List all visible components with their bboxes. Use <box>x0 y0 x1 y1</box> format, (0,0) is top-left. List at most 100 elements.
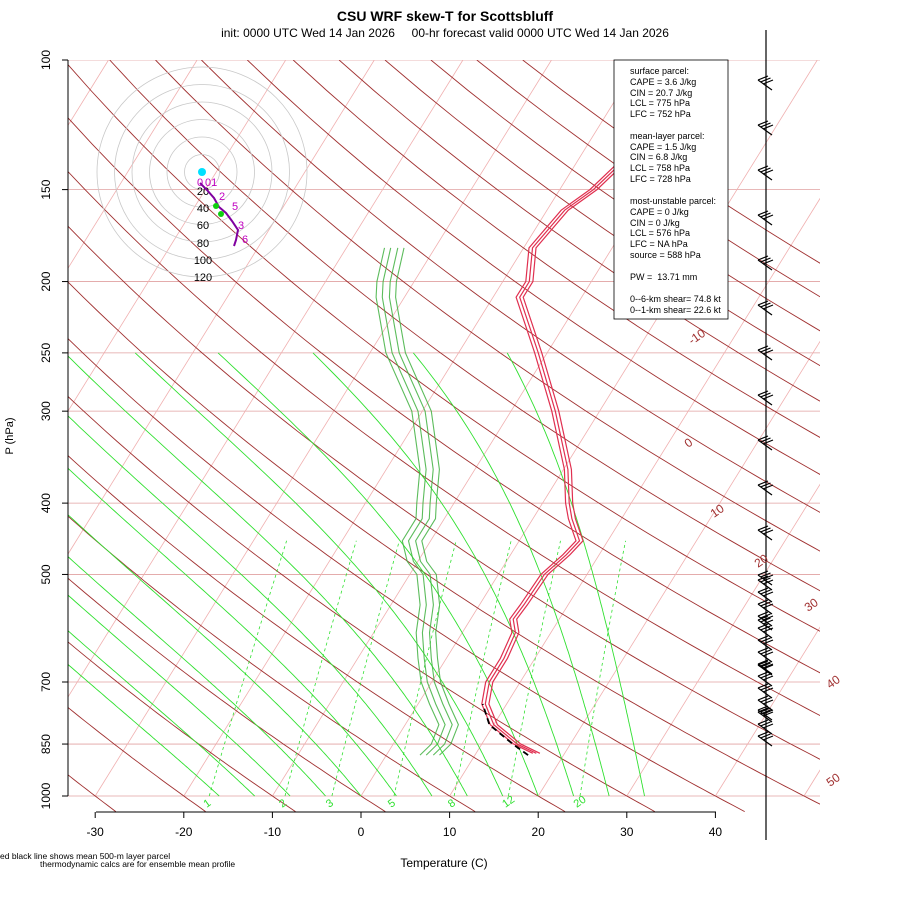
hodograph-point-label-6: 6 <box>242 234 248 246</box>
surface-lcl: LCL = 775 hPa <box>630 98 690 108</box>
most-unstable-source: source = 588 hPa <box>630 250 701 260</box>
moist-adiabat-line <box>412 352 610 797</box>
wind-barb <box>757 635 774 651</box>
hodograph-marker <box>218 211 224 217</box>
dry-adiabat-line <box>338 60 820 402</box>
dry-adiabat-line <box>68 225 820 760</box>
surface-cape: CAPE = 3.6 J/kg <box>630 77 696 87</box>
dry-adiabat-line <box>292 60 820 438</box>
dry-adiabat-line <box>68 641 296 812</box>
mean-parcel-dashed-line <box>481 703 529 756</box>
temperature-profile-line <box>481 107 663 754</box>
dry-adiabat-line <box>68 117 820 674</box>
dry-adiabat-line <box>68 337 745 812</box>
mean-layer-lcl: LCL = 758 hPa <box>630 163 690 173</box>
dry-adiabat-line <box>384 60 820 367</box>
hodograph-ring-label-40: 40 <box>197 203 209 215</box>
mixing-ratio-line <box>579 540 626 797</box>
wind-barb <box>757 300 774 316</box>
wind-barb <box>757 695 774 711</box>
surface-lfc: LFC = 752 hPa <box>630 109 691 119</box>
mixing-ratio-label: 20 <box>572 794 589 811</box>
isobars <box>68 60 820 797</box>
pressure-tick-label: 1000 <box>39 782 53 809</box>
pressure-tick-label: 850 <box>39 734 53 754</box>
dry-adiabats <box>68 60 820 812</box>
dry-adiabat-line <box>68 774 117 812</box>
x-axis-label: Temperature (C) <box>400 856 487 870</box>
hodograph-ring <box>166 136 238 208</box>
footnote-mean-parcel: ed black line shows mean 500-m layer par… <box>0 851 170 861</box>
hodograph-marker <box>213 203 219 209</box>
most-unstable-lcl: LCL = 576 hPa <box>630 228 690 238</box>
dry-adiabat-line <box>68 64 820 632</box>
dewpoint-profile-line <box>395 247 459 756</box>
mixing-ratio-lines: 1 2 3 5 8 12 20 <box>201 540 626 811</box>
hodograph-ring <box>131 101 273 243</box>
dry-adiabat-line <box>68 515 476 812</box>
wind-barb <box>757 390 774 406</box>
hodograph-ring <box>184 154 220 190</box>
temperature-tick-label: -10 <box>264 825 282 839</box>
hodograph-point-label-3: 3 <box>238 220 244 232</box>
wind-barb <box>757 671 774 687</box>
wind-barb <box>757 623 774 639</box>
mixing-ratio-line <box>208 540 287 797</box>
wind-barb <box>757 525 774 541</box>
isotherm-line <box>715 626 820 797</box>
mixing-ratio-line <box>284 540 357 797</box>
moist-adiabat-line <box>217 352 539 797</box>
footnote-thermo-calcs: thermodynamic calcs are for ensemble mea… <box>40 859 235 869</box>
dewpoint-profile-line <box>388 247 453 756</box>
hodograph-ring-label-60: 60 <box>197 220 209 232</box>
dewpoint-profile-line <box>381 247 446 756</box>
surface-parcel-heading: surface parcel: <box>630 66 689 76</box>
temperature-tick-label: -30 <box>87 825 105 839</box>
mixing-ratio-label: 3 <box>324 797 336 810</box>
temperature-profiles <box>481 107 670 754</box>
wind-barb <box>757 575 774 591</box>
hodograph-ring <box>96 66 308 278</box>
mixing-ratio-line <box>508 540 561 797</box>
hodograph-trace <box>199 182 240 247</box>
dry-adiabat-line <box>68 577 386 812</box>
mixing-ratio-label: 1 <box>201 797 213 810</box>
wind-barb <box>757 611 774 627</box>
mixing-ratio-line <box>331 540 400 797</box>
moist-adiabat-line <box>68 594 291 797</box>
dry-adiabat-line <box>155 60 820 552</box>
wind-barb <box>757 659 774 675</box>
most-unstable-parcel-heading: most-unstable parcel: <box>630 196 716 206</box>
wind-barb <box>757 480 774 496</box>
hodograph-ring <box>149 119 255 225</box>
hodograph-ring <box>114 84 290 260</box>
shear-0-1km: 0--1-km shear= 22.6 kt <box>630 305 721 315</box>
isotherm-line <box>360 60 818 797</box>
wind-barb <box>757 707 774 723</box>
wind-barb <box>757 210 774 226</box>
mean-parcel-line <box>481 703 529 756</box>
chart-subtitle: init: 0000 UTC Wed 14 Jan 2026 00-hr for… <box>221 26 669 40</box>
moist-adiabat-line <box>68 663 220 797</box>
temperature-tick-label: -20 <box>175 825 193 839</box>
hodograph-ring-label-80: 80 <box>197 238 209 250</box>
indices-box-frame <box>613 59 729 320</box>
hodograph-point-label-01: 01 <box>205 177 217 189</box>
shear-0-6km: 0--6-km shear= 74.8 kt <box>630 294 721 304</box>
pressure-tick-label: 100 <box>39 50 53 70</box>
moist-adiabat-line <box>68 630 256 797</box>
moist-adiabat-line <box>68 514 362 797</box>
wind-barb <box>757 587 774 603</box>
moist-adiabat-line <box>68 556 326 797</box>
moist-adiabat-line <box>68 355 468 797</box>
pressure-tick-label: 700 <box>39 672 53 692</box>
mean-layer-lfc: LFC = 728 hPa <box>630 174 691 184</box>
hodograph: 20 40 60 80 100 120 0 01 2 5 3 6 <box>96 66 308 284</box>
temperature-tick-label: 20 <box>532 825 546 839</box>
dry-adiabat-line <box>68 455 566 812</box>
hodograph-point-label-2: 2 <box>219 191 225 203</box>
wind-barb <box>757 683 774 699</box>
surface-cin: CIN = 20.7 J/kg <box>630 88 692 98</box>
temperature-profile-line <box>484 107 667 754</box>
